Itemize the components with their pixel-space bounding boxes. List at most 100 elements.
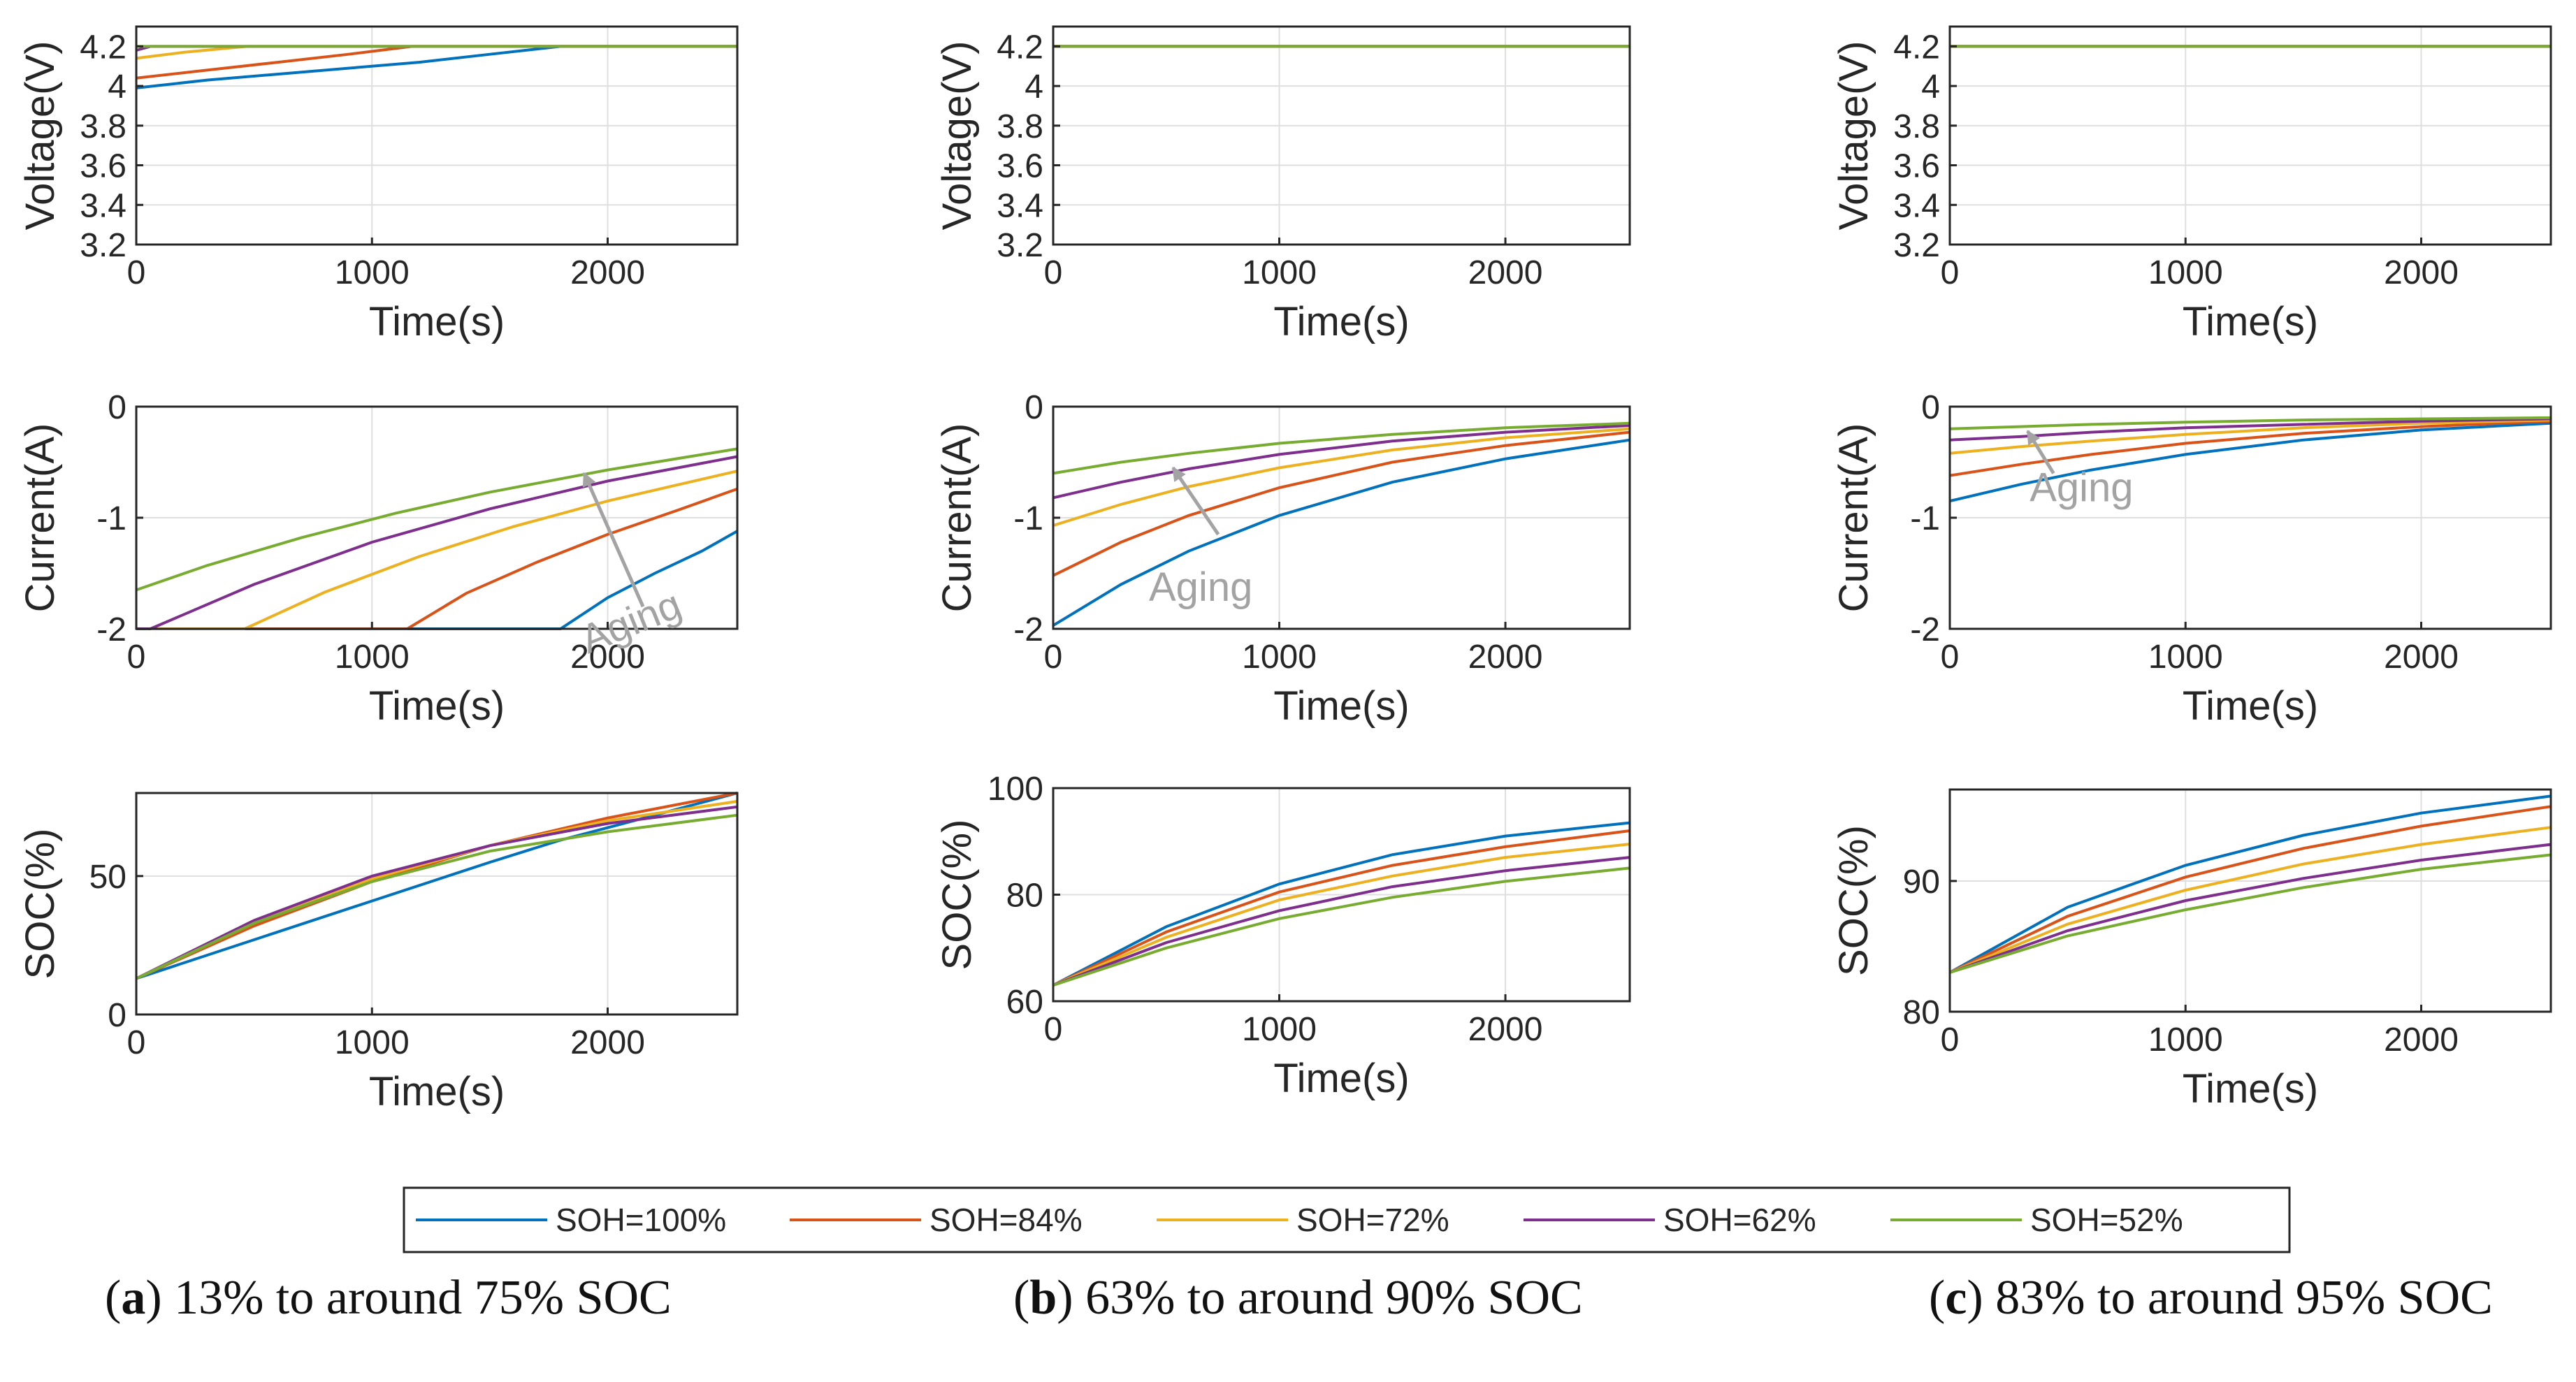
x-axis-label: Time(s)	[1273, 683, 1409, 729]
y-tick-label: 3.6	[1893, 148, 1940, 185]
axes-frame	[1948, 25, 2552, 246]
plot-area	[1053, 27, 1630, 245]
x-tick-label: 1000	[1242, 254, 1317, 291]
y-tick-label: -1	[96, 500, 126, 537]
y-axis-label: SOC(%)	[17, 829, 63, 980]
legend-label: SOH=72%	[1296, 1202, 1449, 1238]
subfigure-caption-c: (c) 83% to around 95% SOC	[1929, 1271, 2493, 1325]
subplot-a3: 0 1000 2000 0 50 Time(s) SOC(%)	[17, 792, 739, 1114]
series-line-soh84	[1949, 805, 2552, 974]
x-axis-label: Time(s)	[369, 299, 505, 344]
subfigure-caption-a: (a) 13% to around 75% SOC	[105, 1271, 672, 1325]
series-line-soh100	[136, 792, 738, 980]
y-tick-label: 3.2	[997, 227, 1043, 264]
series-line-soh52	[136, 447, 738, 592]
plot-area	[1950, 790, 2551, 1012]
x-tick-label: 2000	[1468, 254, 1543, 291]
legend-entry: SOH=62%	[1524, 1202, 1816, 1238]
x-tick-label: 1000	[335, 254, 410, 291]
legend-entry: SOH=52%	[1890, 1202, 2183, 1238]
y-tick-label: 4.2	[997, 29, 1043, 66]
series-line-soh52	[1052, 866, 1630, 987]
y-tick-label: -2	[1013, 611, 1043, 648]
aging-arrow	[1171, 466, 1220, 536]
legend-label: SOH=52%	[2030, 1202, 2183, 1238]
legend-label: SOH=84%	[929, 1202, 1083, 1238]
x-tick-label: 1000	[1242, 639, 1317, 676]
subplot-c1: 0 1000 2000 3.23.43.63.844.2 Time(s) Voltage(…	[1831, 25, 2552, 344]
x-axis-label: Time(s)	[369, 1069, 505, 1114]
y-tick-label: 3.4	[1893, 187, 1940, 224]
x-tick-label: 0	[127, 254, 146, 291]
x-tick-label: 2000	[570, 639, 645, 676]
x-tick-label: 1000	[1242, 1011, 1317, 1048]
subplot-a1: 0 1000 2000 3.23.43.63.844.2 Time(s) Voltage(…	[17, 25, 739, 344]
legend-label: SOH=100%	[556, 1202, 726, 1238]
series-line-soh52	[1052, 421, 1630, 475]
caption-text: 63% to around 90% SOC	[1085, 1271, 1583, 1325]
series-line-soh62	[136, 805, 738, 980]
x-tick-label: 1000	[335, 639, 410, 676]
captions: (a) 13% to around 75% SOC (b) 63% to arou…	[105, 1271, 2493, 1325]
legend-label: SOH=62%	[1663, 1202, 1816, 1238]
aging-arrow	[2026, 430, 2055, 474]
y-tick-label: 3.2	[80, 227, 126, 264]
x-axis-label: Time(s)	[1273, 1056, 1409, 1101]
series-line-soh52	[136, 813, 738, 980]
x-tick-label: 2000	[570, 254, 645, 291]
y-tick-label: -1	[1910, 500, 1940, 537]
series-line-soh72	[1949, 826, 2552, 974]
y-tick-label: 3.6	[997, 148, 1043, 185]
subfigure-caption-b: (b) 63% to around 90% SOC	[1013, 1271, 1583, 1325]
x-tick-label: 2000	[1468, 1011, 1543, 1048]
y-tick-label: 3.8	[997, 108, 1043, 145]
series-line-soh100	[1052, 438, 1630, 627]
x-tick-label: 2000	[2384, 1021, 2459, 1059]
series-line-soh100	[1052, 821, 1630, 987]
y-tick-label: 3.6	[80, 148, 126, 185]
legend: SOH=100% SOH=84% SOH=72% SOH=62% SOH=52%	[403, 1186, 2291, 1253]
y-axis-label: SOC(%)	[1831, 825, 1876, 976]
caption-text: 13% to around 75% SOC	[174, 1271, 672, 1325]
series-line-soh84	[1052, 829, 1630, 987]
x-tick-label: 1000	[2148, 254, 2223, 291]
y-tick-label: 80	[1903, 994, 1940, 1031]
x-tick-label: 0	[1044, 254, 1063, 291]
plot-area	[1950, 27, 2551, 245]
subplot-grid: 0 1000 20003.23.43.63.844.2Time(s)Voltage(…	[17, 25, 2552, 1114]
axes-frame	[1948, 788, 2552, 1013]
y-axis-label: SOC(%)	[934, 820, 980, 970]
x-tick-label: 2000	[2384, 254, 2459, 291]
series-line-soh72	[1052, 427, 1630, 528]
series-line-soh72	[1949, 419, 2552, 455]
legend-entry: SOH=72%	[1157, 1202, 1449, 1238]
y-tick-label: 4	[108, 68, 126, 106]
x-axis-label: Time(s)	[1273, 299, 1409, 344]
caption-letter: a	[121, 1271, 145, 1325]
y-axis-label: Current(A)	[934, 423, 980, 613]
y-axis-label: Voltage(V)	[934, 41, 980, 231]
y-tick-label: 0	[108, 997, 126, 1034]
y-tick-label: 90	[1903, 864, 1940, 901]
y-axis-label: Current(A)	[1831, 423, 1876, 613]
y-tick-label: 100	[987, 771, 1043, 808]
aging-arrow	[582, 472, 645, 608]
y-tick-label: 4	[1921, 68, 1940, 106]
caption-letter: b	[1029, 1271, 1057, 1325]
y-tick-label: 4	[1025, 68, 1043, 106]
series-line-soh62	[1949, 843, 2552, 974]
axes-frame	[1052, 25, 1631, 246]
x-tick-label: 0	[1044, 639, 1063, 676]
series-line-soh52	[1949, 853, 2552, 974]
y-tick-label: 80	[1006, 878, 1043, 915]
subplot-b2: 0 1000 2000 -2 -1 0 Time(s) Current(A) Aging	[934, 389, 1631, 729]
axes-frame	[135, 25, 739, 246]
y-tick-label: -1	[1013, 500, 1043, 537]
x-tick-label: 1000	[335, 1024, 410, 1061]
x-tick-label: 0	[1044, 1011, 1063, 1048]
x-axis-label: Time(s)	[2183, 683, 2318, 729]
series-line-soh62	[1052, 424, 1630, 500]
y-tick-label: 60	[1006, 984, 1043, 1021]
subplot-c2: 0 1000 2000 -2 -1 0 Time(s) Current(A) Aging	[1831, 389, 2552, 729]
